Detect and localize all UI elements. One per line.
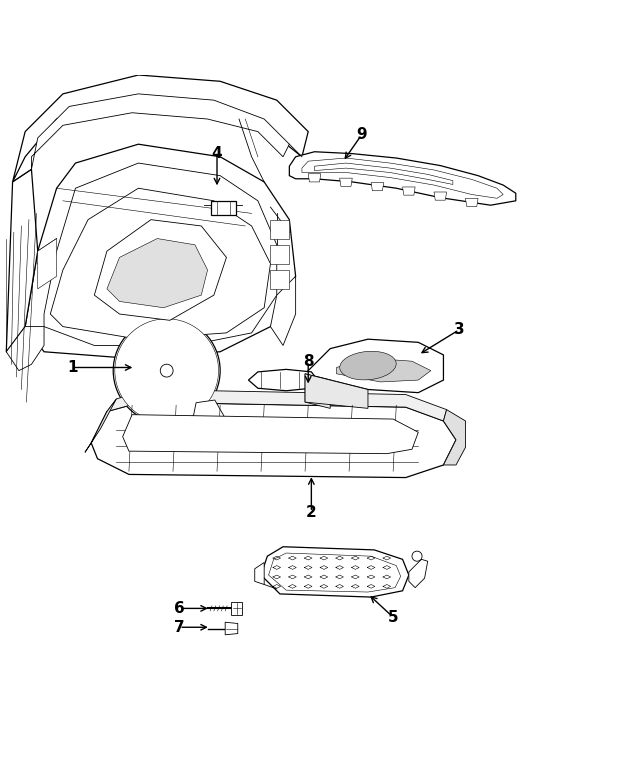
Text: 1: 1 <box>67 360 77 375</box>
Polygon shape <box>403 187 415 195</box>
Polygon shape <box>409 559 428 587</box>
Polygon shape <box>225 622 238 635</box>
Polygon shape <box>305 339 443 393</box>
Polygon shape <box>50 189 270 339</box>
Polygon shape <box>123 414 418 453</box>
Circle shape <box>113 317 220 424</box>
Text: 9: 9 <box>357 127 367 143</box>
Circle shape <box>115 319 218 422</box>
Polygon shape <box>314 163 453 185</box>
Polygon shape <box>107 390 447 421</box>
Polygon shape <box>270 270 289 289</box>
Text: 8: 8 <box>303 354 313 368</box>
Polygon shape <box>289 152 516 205</box>
Text: 7: 7 <box>174 620 184 635</box>
Polygon shape <box>44 163 277 345</box>
Polygon shape <box>371 182 384 191</box>
Text: 5: 5 <box>388 610 398 625</box>
Polygon shape <box>94 220 226 320</box>
Text: 6: 6 <box>174 601 185 616</box>
Polygon shape <box>305 374 368 408</box>
Polygon shape <box>337 358 431 382</box>
Polygon shape <box>305 374 330 408</box>
Polygon shape <box>248 369 318 391</box>
Polygon shape <box>465 199 478 206</box>
Polygon shape <box>6 169 38 352</box>
Polygon shape <box>211 201 236 215</box>
Polygon shape <box>302 158 503 199</box>
Polygon shape <box>255 562 264 584</box>
Polygon shape <box>25 144 296 358</box>
Text: 4: 4 <box>212 146 222 161</box>
Text: 2: 2 <box>306 505 317 520</box>
Polygon shape <box>308 174 321 182</box>
Polygon shape <box>107 238 208 308</box>
Polygon shape <box>434 192 447 200</box>
Polygon shape <box>443 410 465 465</box>
Polygon shape <box>270 277 296 345</box>
Polygon shape <box>13 75 308 182</box>
Text: 3: 3 <box>454 323 464 337</box>
Polygon shape <box>85 399 116 453</box>
Circle shape <box>412 552 422 561</box>
Polygon shape <box>231 602 242 615</box>
Polygon shape <box>270 220 289 238</box>
Polygon shape <box>261 547 409 597</box>
Polygon shape <box>6 326 44 371</box>
Polygon shape <box>340 178 352 186</box>
Polygon shape <box>31 94 289 169</box>
Ellipse shape <box>340 351 396 380</box>
Polygon shape <box>91 402 456 478</box>
Polygon shape <box>193 400 226 424</box>
Polygon shape <box>269 553 401 592</box>
Circle shape <box>160 365 173 377</box>
Polygon shape <box>38 238 57 289</box>
Polygon shape <box>270 245 289 264</box>
